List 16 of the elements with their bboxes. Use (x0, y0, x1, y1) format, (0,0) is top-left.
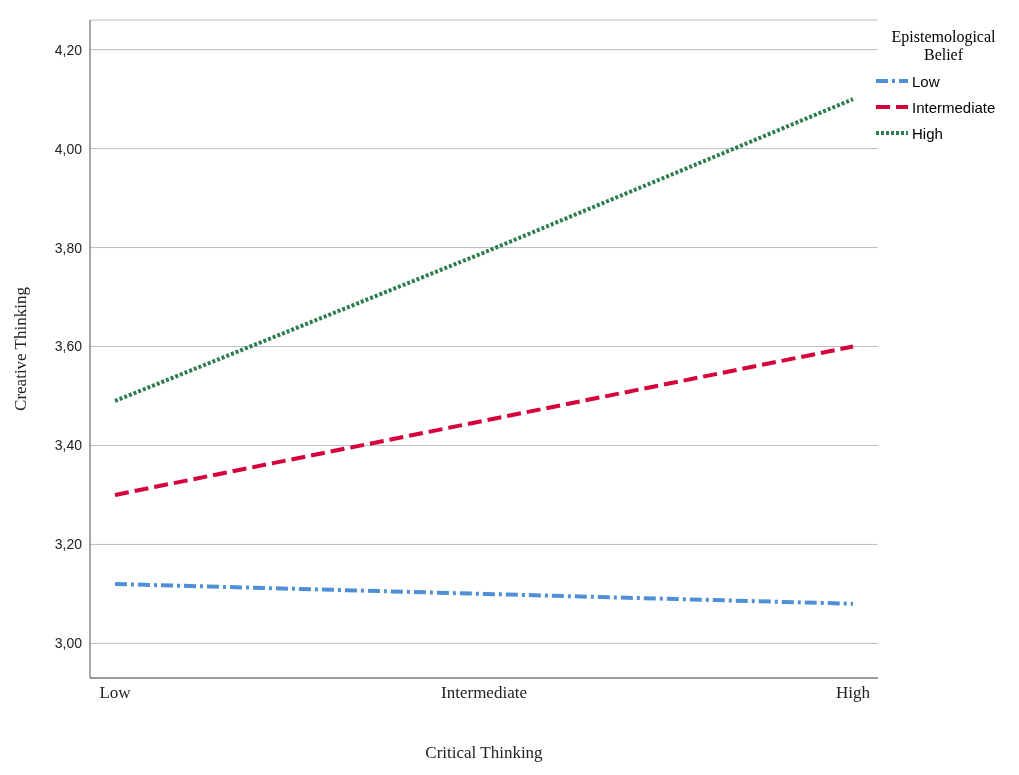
legend-label: Low (912, 72, 940, 90)
x-tick-label: Intermediate (441, 683, 527, 703)
x-tick-label: Low (99, 683, 132, 703)
y-tick-label: 4,00 (54, 140, 83, 157)
legend-label: Intermediate (912, 98, 996, 116)
x-tick-label: High (836, 683, 871, 703)
y-tick-label: 4,20 (54, 41, 83, 58)
y-tick-label: 3,60 (54, 338, 83, 355)
legend-label: High (912, 124, 943, 142)
y-tick-label: 3,20 (54, 536, 83, 553)
legend-title: Epistemological Belief (890, 28, 997, 64)
y-tick-label: 3,40 (54, 437, 83, 454)
y-tick-label: 3,00 (54, 635, 83, 652)
y-axis-title: Creative Thinking (11, 286, 31, 411)
x-axis-title: Critical Thinking (425, 743, 544, 762)
y-tick-label: 3,80 (54, 239, 83, 256)
